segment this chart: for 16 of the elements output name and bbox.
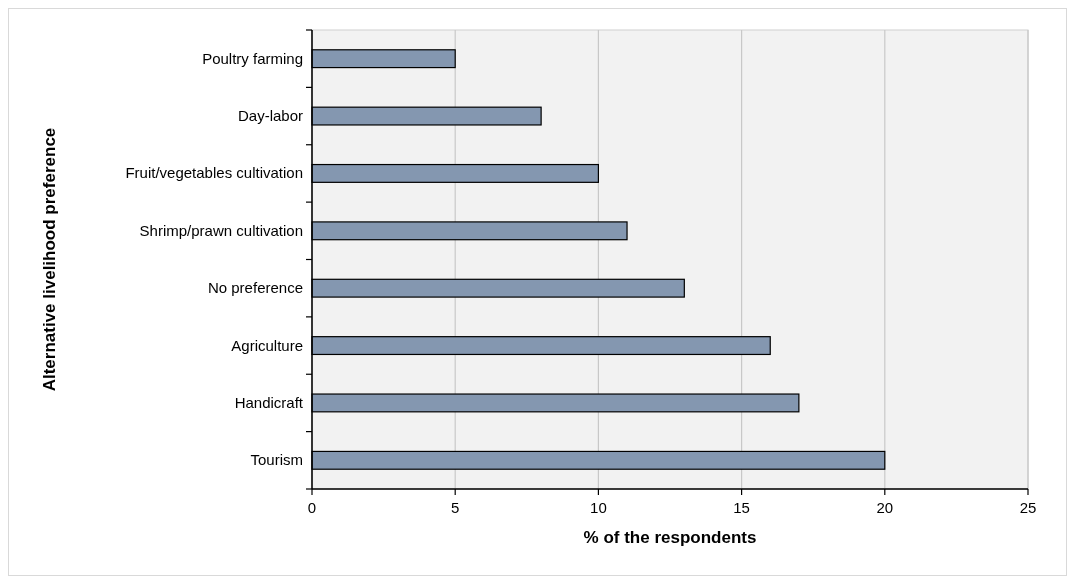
x-tick-label: 0 bbox=[307, 499, 317, 516]
x-tick-label: 10 bbox=[590, 499, 607, 516]
y-axis-title: Alternative livelihood preference bbox=[40, 127, 59, 392]
y-tick-label: Handicraft bbox=[234, 393, 304, 411]
y-tick-label: Agriculture bbox=[231, 336, 303, 354]
y-tick-label: No preference bbox=[207, 279, 303, 297]
y-tick-label: Shrimp/prawn cultivation bbox=[139, 221, 303, 239]
x-tick-label: 15 bbox=[733, 499, 750, 516]
x-tick-label: 20 bbox=[876, 499, 894, 516]
x-tick-label: 25 bbox=[1019, 499, 1037, 516]
y-tick-label: Poultry farming bbox=[202, 49, 303, 67]
y-tick-label: Day-labor bbox=[237, 107, 303, 125]
y-tick-label: Tourism bbox=[250, 451, 303, 469]
y-tick-label: Fruit/vegetables cultivation bbox=[125, 164, 303, 182]
x-axis-title: % of the respondents bbox=[583, 528, 757, 547]
x-tick-label: 5 bbox=[451, 499, 460, 516]
